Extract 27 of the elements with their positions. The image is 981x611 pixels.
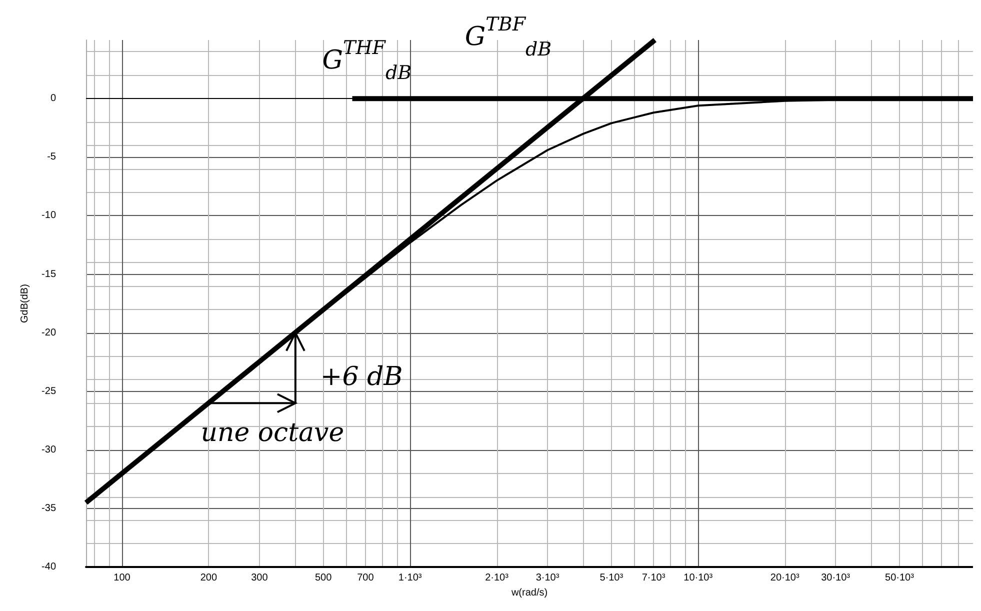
x-tick-label: 500 (314, 572, 332, 584)
x-tick-label: 50·10³ (885, 572, 915, 584)
x-tick-label: 10·10³ (684, 572, 714, 584)
x-tick-label: 2·10³ (485, 572, 510, 584)
x-tick-label: 700 (357, 572, 374, 584)
y-axis-title: GdB(dB) (20, 284, 30, 324)
y-tick-label: -10 (42, 210, 56, 222)
y-tick-label: -30 (42, 444, 56, 456)
x-tick-label: 7·10³ (642, 572, 666, 584)
y-tick-label: -15 (42, 268, 56, 280)
x-tick-label: 20·10³ (770, 572, 800, 584)
y-tick-label: -20 (42, 327, 56, 338)
x-tick-label: 3·10³ (536, 572, 560, 584)
x-tick-label: 100 (114, 572, 131, 584)
y-tick-label: -25 (42, 386, 56, 397)
x-axis-title: w(rad/s) (510, 588, 548, 598)
annotation: une octave (200, 418, 344, 448)
x-tick-label: 30·10³ (821, 572, 851, 584)
y-tick-label: -35 (42, 503, 56, 514)
x-tick-label: 200 (200, 572, 218, 584)
y-tick-label: -5 (47, 152, 56, 163)
y-tick-label: 0 (50, 93, 56, 104)
y-tick-label: -40 (42, 562, 56, 573)
annotation: +6 dB (320, 362, 403, 392)
x-tick-label: 5·10³ (600, 572, 624, 584)
x-tick-label: 300 (251, 572, 268, 584)
x-tick-label: 1·10³ (398, 572, 422, 584)
